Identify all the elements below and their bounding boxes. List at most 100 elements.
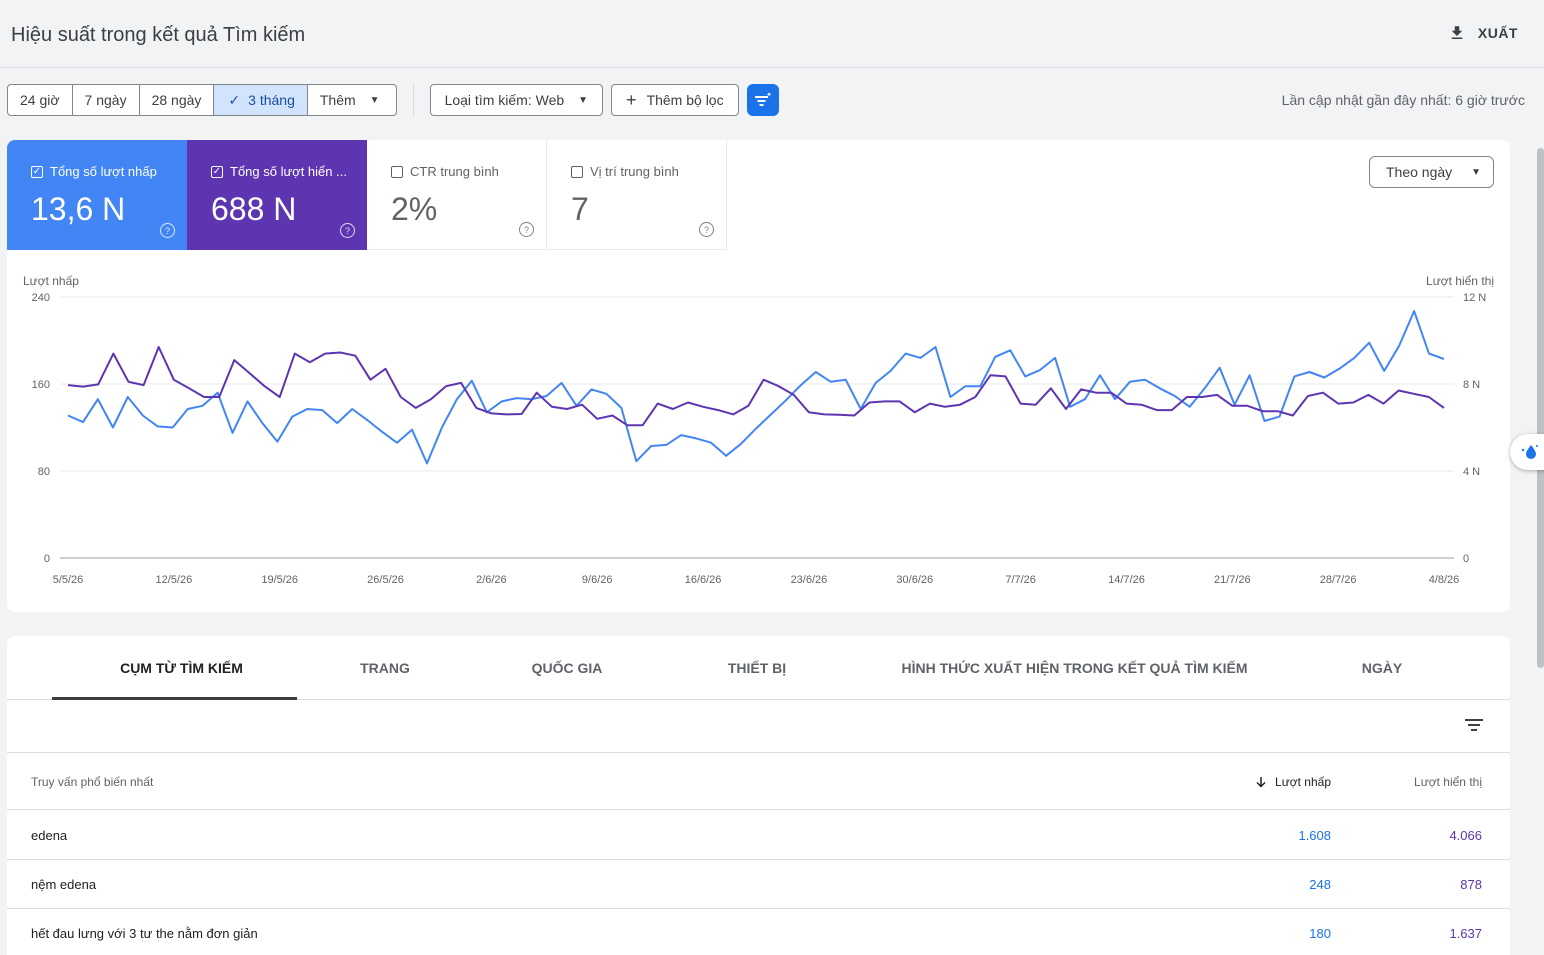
- tab-label: NGÀY: [1361, 660, 1403, 676]
- clicks-cell: 1.608: [1298, 828, 1331, 843]
- left-tick-label: 240: [32, 292, 50, 304]
- metric-card-position[interactable]: Vị trí trung bình 7 ?: [547, 140, 727, 250]
- query-cell: hết đau lưng với 3 tư the nằm đơn giản: [31, 926, 258, 941]
- metric-label-row: ✓ Tổng số lượt hiển ...: [211, 164, 351, 179]
- search-type-label: Loại tìm kiếm: Web: [444, 92, 565, 108]
- tab-dates[interactable]: NGÀY: [1307, 636, 1457, 700]
- tab-search-appearance[interactable]: HÌNH THỨC XUẤT HIỆN TRONG KẾT QUẢ TÌM KI…: [887, 636, 1262, 700]
- right-axis-title: Lượt hiển thị: [1426, 274, 1494, 288]
- date-range-label: 24 giờ: [20, 92, 60, 108]
- clicks-cell: 180: [1309, 926, 1331, 941]
- download-icon: [1451, 26, 1463, 39]
- column-header-label: Lượt nhấp: [1275, 775, 1331, 789]
- checkmark-icon: ✓: [228, 91, 241, 108]
- checkbox-checked-icon[interactable]: ✓: [31, 165, 43, 178]
- metric-value: 13,6 N: [31, 191, 126, 227]
- x-tick-label: 9/6/26: [582, 574, 613, 586]
- x-tick-label: 16/6/26: [685, 574, 722, 586]
- series-line-left: [67, 310, 1445, 465]
- date-range-7d[interactable]: 7 ngày: [73, 85, 140, 115]
- column-header-clicks[interactable]: Lượt nhấp: [1255, 775, 1331, 789]
- date-range-3m[interactable]: ✓ 3 tháng: [214, 85, 308, 115]
- arrow-down-icon: [1256, 777, 1266, 788]
- filter-list-icon[interactable]: [1464, 715, 1484, 735]
- metric-card-impressions[interactable]: ✓ Tổng số lượt hiển ... 688 N ?: [187, 140, 367, 250]
- granularity-dropdown[interactable]: Theo ngày ▼: [1369, 156, 1494, 188]
- metric-value: 7: [571, 191, 589, 227]
- date-range-28d[interactable]: 28 ngày: [140, 85, 215, 115]
- x-tick-label: 7/7/26: [1005, 574, 1036, 586]
- x-tick-label: 23/6/26: [791, 574, 828, 586]
- performance-line-chart: Lượt nhấp Lượt hiển thị 240 12 N 160 8 N 80 4…: [23, 274, 1494, 586]
- tab-countries[interactable]: QUỐC GIA: [472, 636, 662, 700]
- table-row[interactable]: hết đau lưng với 3 tư the nằm đơn giản 1…: [7, 909, 1510, 955]
- help-icon[interactable]: ?: [519, 222, 534, 237]
- x-tick-label: 14/7/26: [1108, 574, 1145, 586]
- checkbox-checked-icon[interactable]: ✓: [211, 165, 223, 178]
- table-row[interactable]: edena 1.608 4.066: [7, 811, 1510, 860]
- caret-down-icon: ▼: [369, 94, 380, 106]
- tab-label: TRANG: [360, 660, 410, 676]
- date-range-selector: 24 giờ 7 ngày 28 ngày ✓ 3 tháng Thêm ▼: [7, 84, 397, 116]
- x-tick-label: 30/6/26: [896, 574, 933, 586]
- table-header: Truy vấn phổ biến nhất Lượt nhấp Lượt hi…: [7, 754, 1510, 810]
- export-button[interactable]: XUẤT: [1448, 24, 1518, 42]
- right-tick-label: 0: [1463, 553, 1469, 565]
- series-line-right: [67, 346, 1445, 427]
- x-tick-label: 19/5/26: [261, 574, 298, 586]
- help-icon[interactable]: ?: [160, 223, 175, 238]
- add-filter-button[interactable]: + Thêm bộ lọc: [611, 84, 739, 116]
- right-tick-label: 12 N: [1463, 292, 1486, 304]
- left-tick-label: 160: [32, 379, 50, 391]
- last-updated-text: Lần cập nhật gần đây nhất: 6 giờ trước: [1281, 92, 1525, 108]
- x-tick-label: 4/8/26: [1429, 574, 1460, 586]
- date-range-label: 7 ngày: [84, 92, 127, 108]
- search-type-dropdown[interactable]: Loại tìm kiếm: Web ▼: [429, 84, 604, 116]
- column-header-query: Truy vấn phổ biến nhất: [31, 775, 154, 789]
- x-tick-label: 5/5/26: [53, 574, 84, 586]
- left-tick-label: 0: [44, 553, 50, 565]
- metric-card-ctr[interactable]: CTR trung bình 2% ?: [367, 140, 547, 250]
- active-tab-indicator: [52, 697, 297, 700]
- caret-down-icon: ▼: [1471, 166, 1481, 178]
- dimensions-table-card: CỤM TỪ TÌM KIẾM TRANG QUỐC GIA THIẾT BỊ …: [7, 636, 1510, 955]
- impressions-cell: 1.637: [1449, 926, 1482, 941]
- clicks-cell: 248: [1309, 877, 1331, 892]
- floating-assistant-button[interactable]: [1510, 434, 1544, 470]
- tab-label: HÌNH THỨC XUẤT HIỆN TRONG KẾT QUẢ TÌM KI…: [901, 660, 1248, 676]
- metric-card-clicks[interactable]: ✓ Tổng số lượt nhấp 13,6 N ?: [7, 140, 187, 250]
- column-header-impressions[interactable]: Lượt hiển thị: [1414, 775, 1482, 789]
- date-range-more[interactable]: Thêm ▼: [308, 85, 396, 115]
- metric-label-row: Vị trí trung bình: [571, 164, 711, 179]
- help-icon[interactable]: ?: [699, 222, 714, 237]
- x-tick-label: 12/5/26: [155, 574, 192, 586]
- checkbox-unchecked-icon[interactable]: [571, 165, 583, 178]
- date-range-label: 3 tháng: [248, 92, 295, 108]
- date-range-label: 28 ngày: [151, 92, 202, 108]
- x-tick-label: 26/5/26: [367, 574, 404, 586]
- date-range-label: Thêm: [319, 92, 356, 108]
- performance-chart-card: ✓ Tổng số lượt nhấp 13,6 N ? ✓ Tổng số l…: [7, 140, 1510, 612]
- checkbox-unchecked-icon[interactable]: [391, 165, 403, 178]
- tab-devices[interactable]: THIẾT BỊ: [667, 636, 847, 700]
- x-tick-label: 21/7/26: [1214, 574, 1251, 586]
- tab-label: THIẾT BỊ: [727, 660, 787, 676]
- tab-label: CỤM TỪ TÌM KIẾM: [120, 660, 243, 676]
- page-title: Hiệu suất trong kết quả Tìm kiếm: [11, 24, 306, 46]
- add-filter-label: Thêm bộ lọc: [646, 92, 724, 108]
- left-tick-label: 80: [38, 466, 50, 478]
- scrollbar-thumb[interactable]: [1537, 148, 1544, 668]
- tab-queries[interactable]: CỤM TỪ TÌM KIẾM: [59, 636, 304, 700]
- metric-label: Vị trí trung bình: [590, 164, 679, 179]
- query-cell: nệm edena: [31, 877, 97, 892]
- table-filter-row: [7, 701, 1510, 753]
- date-range-24h[interactable]: 24 giờ: [8, 85, 73, 115]
- compare-filter-button[interactable]: [746, 84, 779, 116]
- divider: [412, 84, 414, 116]
- help-icon[interactable]: ?: [340, 223, 355, 238]
- metric-label: Tổng số lượt hiển ...: [230, 164, 347, 179]
- filter-bar: 24 giờ 7 ngày 28 ngày ✓ 3 tháng Thêm ▼ L…: [7, 84, 779, 116]
- x-tick-label: 28/7/26: [1320, 574, 1357, 586]
- table-row[interactable]: nệm edena 248 878: [7, 860, 1510, 909]
- tab-pages[interactable]: TRANG: [305, 636, 465, 700]
